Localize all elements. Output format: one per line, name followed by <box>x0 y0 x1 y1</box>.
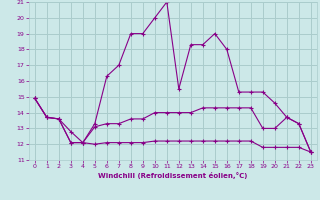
X-axis label: Windchill (Refroidissement éolien,°C): Windchill (Refroidissement éolien,°C) <box>98 172 247 179</box>
